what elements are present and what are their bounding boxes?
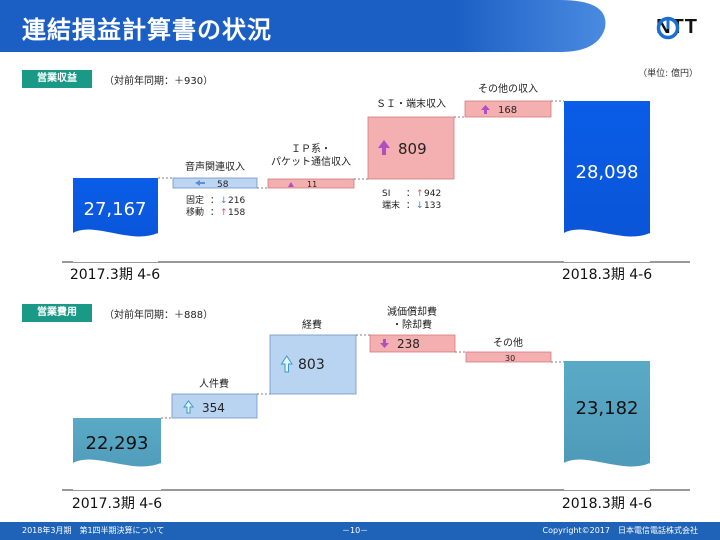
exp-bar-other xyxy=(465,351,552,363)
revenue-section-label: 営業収益 xyxy=(22,70,92,88)
exp-connectors xyxy=(161,334,564,419)
rev-value-end: 28,098 xyxy=(576,162,639,183)
expense-yoy-note: （対前年同期：＋888） xyxy=(104,310,214,321)
svg-text:：: ： xyxy=(210,196,219,206)
rev-voice-fixed-down-icon: ↓ xyxy=(220,196,228,206)
rev-label-ip-1: ＩＰ系・ xyxy=(291,143,331,155)
rev-bar-voice xyxy=(172,177,258,189)
rev-si-si-up-icon: ↑ xyxy=(416,189,424,199)
exp-depreciation-arrow-icon xyxy=(380,339,389,348)
footer-left: 2018年3月期 第1四半期決算について xyxy=(22,526,165,535)
rev-voice-mobile-label: 移動 xyxy=(186,206,204,218)
exp-bar-depreciation xyxy=(369,334,456,353)
exp-value-other: 30 xyxy=(505,354,515,363)
rev-value-si: 809 xyxy=(398,140,427,158)
exp-label-depreciation-1: 減価償却費 xyxy=(387,305,437,318)
exp-label-depreciation-2: ・除却費 xyxy=(392,318,432,331)
exp-value-end: 23,182 xyxy=(576,398,639,419)
exp-label-cost: 経費 xyxy=(302,318,322,331)
page-title: 連結損益計算書の状況 xyxy=(22,16,272,44)
unit-label: （単位: 億円） xyxy=(638,69,698,79)
exp-label-personnel: 人件費 xyxy=(199,377,229,390)
svg-text:：: ： xyxy=(406,201,415,211)
revenue-yoy-note: （対前年同期：＋930） xyxy=(104,76,214,87)
footer: 2018年3月期 第1四半期決算について －10－ Copyright©2017… xyxy=(0,522,720,540)
rev-voice-arrow-icon xyxy=(195,180,205,186)
rev-si-si-label: SI xyxy=(382,189,390,199)
exp-value-personnel: 354 xyxy=(202,401,225,415)
rev-si-si-value: 942 xyxy=(424,189,441,199)
rev-label-start: 2017.3期 4-6 xyxy=(70,267,160,283)
rev-voice-fixed-label: 固定 xyxy=(186,194,204,206)
expense-section-label: 営業費用 xyxy=(22,304,92,322)
exp-label-start: 2017.3期 4-6 xyxy=(72,496,162,512)
rev-label-other: その他の収入 xyxy=(478,82,538,95)
rev-voice-fixed-value: 216 xyxy=(228,196,245,206)
rev-si-device-label: 端末 xyxy=(382,199,400,211)
rev-value-voice: 58 xyxy=(217,180,229,190)
rev-label-voice: 音声関連収入 xyxy=(185,160,245,173)
rev-bar-ip xyxy=(267,178,355,189)
rev-si-arrow-icon xyxy=(378,140,390,155)
rev-label-end: 2018.3期 4-6 xyxy=(562,267,652,283)
footer-copyright: Copyright©2017 日本電信電話株式会社 xyxy=(542,526,698,535)
rev-other-arrow-icon xyxy=(481,105,490,114)
footer-page-number: －10－ xyxy=(342,526,369,535)
rev-si-device-down-icon: ↓ xyxy=(416,201,424,211)
rev-connectors xyxy=(158,100,564,189)
svg-text:：: ： xyxy=(406,189,415,199)
header: 連結損益計算書の状況 NTT xyxy=(0,0,720,58)
rev-label-si: ＳＩ・端末収入 xyxy=(376,97,446,110)
exp-label-end: 2018.3期 4-6 xyxy=(562,496,652,512)
rev-value-start: 27,167 xyxy=(84,199,147,220)
exp-cost-arrow-icon xyxy=(280,355,293,373)
header-banner xyxy=(0,0,606,52)
rev-value-other: 168 xyxy=(498,105,517,116)
rev-voice-mobile-up-icon: ↑ xyxy=(220,208,228,218)
ntt-logo-icon xyxy=(656,16,680,40)
exp-personnel-arrow-icon xyxy=(183,400,194,414)
exp-value-cost: 803 xyxy=(298,357,325,373)
exp-label-other: その他 xyxy=(493,336,523,349)
ntt-logo: NTT xyxy=(656,16,698,40)
rev-si-device-value: 133 xyxy=(424,201,441,211)
exp-value-depreciation: 238 xyxy=(397,337,420,351)
exp-value-start: 22,293 xyxy=(86,433,149,454)
rev-voice-mobile-value: 158 xyxy=(228,208,245,218)
rev-ip-arrow-icon xyxy=(288,182,294,187)
svg-text:：: ： xyxy=(210,208,219,218)
rev-value-ip: 11 xyxy=(307,180,317,189)
rev-label-ip-2: パケット通信収入 xyxy=(271,156,351,168)
